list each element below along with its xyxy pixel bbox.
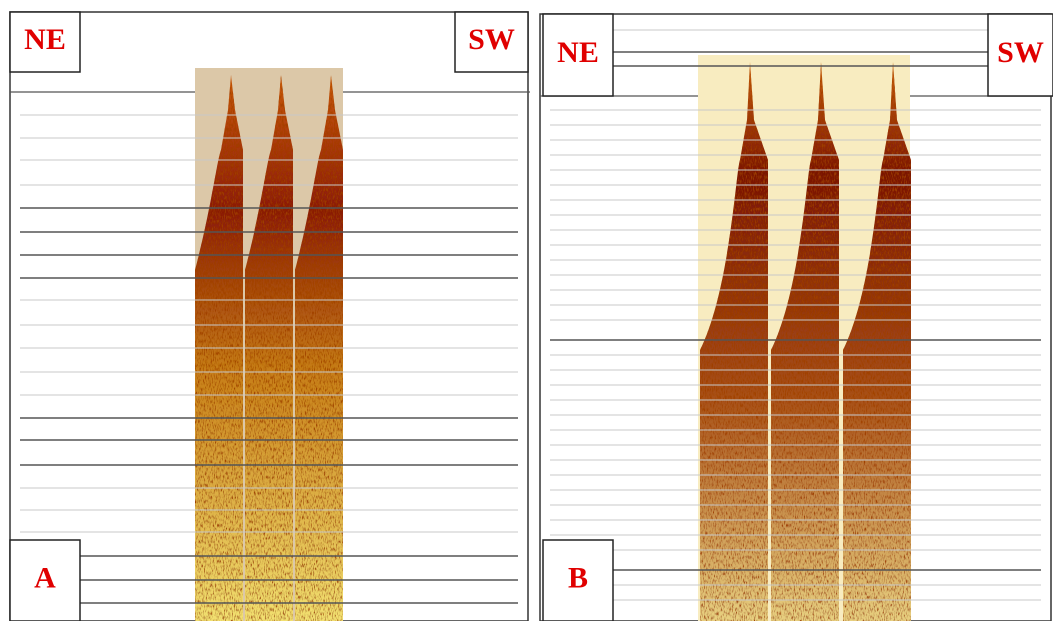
direction-left-box xyxy=(9,11,81,73)
panel-label: B xyxy=(568,561,588,594)
direction-left: NE xyxy=(557,36,599,69)
direction-right: SW xyxy=(468,23,515,56)
direction-right-box xyxy=(987,13,1053,97)
panel: NE SW A xyxy=(9,11,530,621)
direction-left-box xyxy=(542,13,614,97)
panel: NE SW B xyxy=(539,13,1053,621)
seismic-trace xyxy=(700,62,768,621)
direction-right-box xyxy=(454,11,529,73)
seismic-trace xyxy=(843,62,911,621)
panel-label-box xyxy=(9,539,81,621)
direction-left: NE xyxy=(24,23,66,56)
panel-label-box xyxy=(542,539,614,621)
panel-label: A xyxy=(34,561,56,594)
panels: NE SW A NE SW B xyxy=(9,11,1053,621)
direction-right: SW xyxy=(997,36,1044,69)
seismic-trace xyxy=(771,62,839,621)
